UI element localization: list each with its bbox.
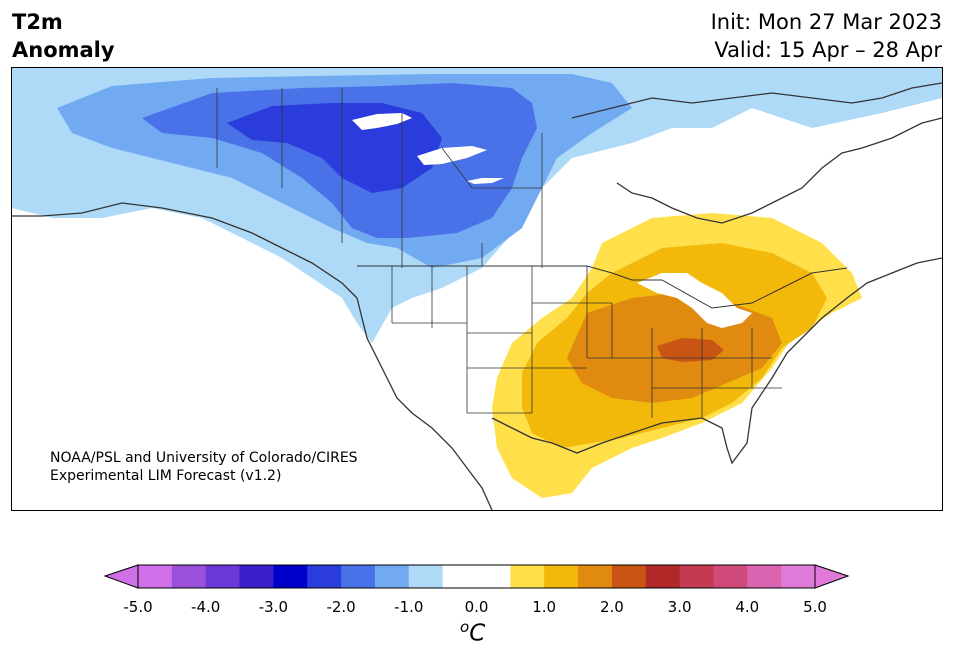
us-canada-border — [357, 265, 848, 309]
colorbar-bin — [713, 565, 748, 588]
colorbar-right-arrow — [814, 564, 850, 589]
colorbar-outline — [137, 564, 816, 589]
lake-2 — [417, 146, 487, 165]
lake-1 — [352, 113, 412, 130]
colorbar-tick-label: 4.0 — [735, 598, 760, 616]
colorbar-bin — [510, 565, 545, 588]
warm-level-4-region — [657, 338, 724, 362]
colorbar-tick-label: -1.0 — [394, 598, 424, 616]
credit-text: NOAA/PSL and University of Colorado/CIRE… — [50, 449, 358, 485]
colorbar-bin — [747, 565, 782, 588]
colorbar-bin — [679, 565, 714, 588]
colorbar-bin — [611, 565, 647, 588]
unit-label: oC — [460, 618, 485, 647]
init-date: Init: Mon 27 Mar 2023 — [710, 10, 942, 34]
title-line-1: T2m — [12, 10, 63, 34]
colorbar-bin — [205, 565, 241, 588]
colorbar-bin — [408, 565, 444, 588]
forecast-dates: Init: Mon 27 Mar 2023 Valid: 15 Apr – 28… — [711, 8, 942, 64]
state-lines — [391, 266, 782, 418]
colorbar-tick-label: -5.0 — [123, 598, 153, 616]
canada-province-lines — [216, 88, 543, 268]
unit-degree: o — [460, 618, 470, 636]
colorbar-tick-label: 3.0 — [667, 598, 692, 616]
colorbar-tick-label: -4.0 — [191, 598, 221, 616]
colorbar-bin — [374, 565, 410, 588]
colorbar-tick-label: 2.0 — [599, 598, 624, 616]
valid-date: Valid: 15 Apr – 28 Apr — [714, 38, 942, 62]
colorbar-bin — [578, 565, 613, 588]
title-line-2: Anomaly — [12, 38, 115, 62]
great-lakes — [637, 273, 752, 328]
colorbar-tick-label: 0.0 — [464, 598, 489, 616]
credit-line-1: NOAA/PSL and University of Colorado/CIRE… — [50, 450, 358, 466]
colorbar-left-arrow — [103, 564, 139, 589]
colorbar-tick-label: -3.0 — [258, 598, 289, 616]
map-title: T2m Anomaly — [12, 8, 115, 64]
colorbar-tick-label: -2.0 — [326, 598, 356, 616]
colorbar-tick-label: 1.0 — [532, 598, 557, 616]
anomaly-map: NOAA/PSL and University of Colorado/CIRE… — [11, 67, 943, 511]
coastline — [12, 82, 942, 510]
colorbar-bin — [341, 565, 376, 588]
colorbar-bin — [645, 565, 681, 588]
colorbar-bin — [273, 565, 308, 588]
colorbar-bins — [138, 565, 816, 588]
colorbar — [103, 564, 850, 589]
colorbar-bin — [307, 565, 342, 588]
lake-3 — [467, 178, 504, 184]
colorbar-bin — [544, 565, 579, 588]
colorbar-tick-label: 5.0 — [803, 598, 827, 616]
unit-text: C — [469, 620, 486, 647]
colorbar-bin — [442, 565, 477, 588]
colorbar-bin — [781, 565, 816, 588]
credit-line-2: Experimental LIM Forecast (v1.2) — [50, 468, 282, 484]
colorbar-bin — [138, 565, 173, 588]
colorbar-bin — [239, 565, 274, 588]
map-canvas — [12, 68, 942, 510]
colorbar-bin — [171, 565, 207, 588]
colorbar-bin — [476, 565, 511, 588]
